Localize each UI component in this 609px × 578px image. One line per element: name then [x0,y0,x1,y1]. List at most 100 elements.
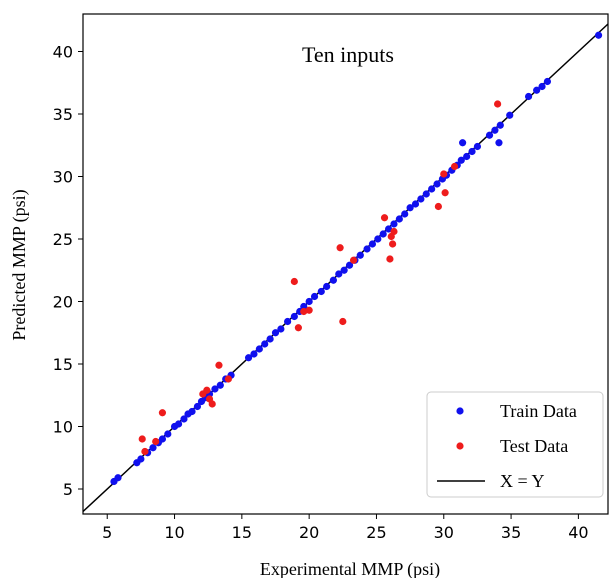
data-point [345,261,354,269]
data-point [317,287,325,296]
data-point [193,402,202,411]
legend-test-marker [456,442,464,450]
data-point [203,386,211,394]
data-point [305,306,313,314]
data-point [336,244,344,252]
data-point [506,111,514,119]
y-axis: 5 10 15 20 25 30 35 40 [53,43,83,499]
data-point [152,437,160,446]
data-point [389,240,397,248]
legend: Train Data Test Data X = Y [426,391,604,498]
data-point [138,435,146,443]
data-point [374,235,382,243]
data-point [137,455,145,463]
legend-train-marker [456,407,464,415]
y-tick-label: 10 [53,418,73,437]
data-point [335,270,343,278]
x-tick-label: 40 [568,523,588,542]
data-point [440,170,448,178]
data-point [417,195,425,203]
data-point [340,266,348,274]
data-point [433,180,441,188]
data-point [363,245,371,253]
data-point [216,381,224,389]
x-tick-label: 25 [366,523,386,542]
x-tick-label: 20 [299,523,319,542]
x-tick-label: 10 [164,523,184,542]
data-point [411,200,420,208]
x-tick-label: 5 [102,523,112,542]
data-point [261,340,269,348]
data-point [468,147,476,156]
y-tick-label: 20 [53,293,73,312]
data-point [485,131,494,139]
y-tick-label: 5 [63,480,73,499]
data-point [174,420,183,428]
data-point [290,312,298,321]
chart-title: Ten inputs [302,42,394,67]
data-point [180,415,188,423]
data-point [266,335,274,343]
data-point [323,282,331,291]
data-point [457,156,465,164]
data-point [406,204,414,212]
data-point [473,142,482,151]
data-point [208,400,216,408]
data-point [401,210,409,218]
data-point [594,31,603,39]
data-point [450,162,459,171]
y-tick-label: 25 [53,230,73,249]
data-point [290,277,298,286]
data-point [277,325,285,333]
data-point [300,302,308,311]
legend-box [426,391,604,498]
y-tick-label: 35 [53,105,73,124]
data-point [368,240,377,248]
data-point [294,324,302,332]
data-point [284,317,292,326]
x-tick-label: 35 [501,523,521,542]
y-tick-label: 30 [53,168,73,187]
data-point [495,139,503,147]
data-point [390,220,398,228]
data-point [463,152,471,161]
data-point [441,189,449,197]
data-point [215,361,223,369]
data-point [141,447,149,456]
data-point [149,444,157,452]
data-point [244,354,253,362]
data-point [349,256,358,264]
data-point [380,214,389,222]
data-point [494,100,502,108]
data-point [538,82,546,91]
data-point [379,230,387,238]
x-axis-label: Experimental MMP (psi) [260,559,440,578]
data-point [543,77,552,86]
data-point [310,292,319,301]
data-point [300,307,308,316]
data-point [356,251,364,259]
data-point [250,350,258,358]
data-point [224,375,232,383]
data-point [496,121,504,129]
y-axis-label: Predicted MMP (psi) [9,189,30,340]
data-point [533,86,541,94]
data-point [390,227,398,236]
data-point [211,385,219,393]
data-point [386,255,394,263]
data-point [329,276,337,284]
data-point [271,329,280,337]
data-point [434,202,442,211]
data-point [158,435,167,443]
data-point [459,139,467,147]
data-point [158,409,167,417]
data-point [188,407,196,416]
data-point [524,92,533,101]
legend-train-label: Train Data [500,401,577,421]
y-tick-label: 40 [53,43,73,62]
data-point [491,126,499,134]
data-point [305,297,313,306]
plot-area [83,23,609,513]
data-point [164,430,172,438]
